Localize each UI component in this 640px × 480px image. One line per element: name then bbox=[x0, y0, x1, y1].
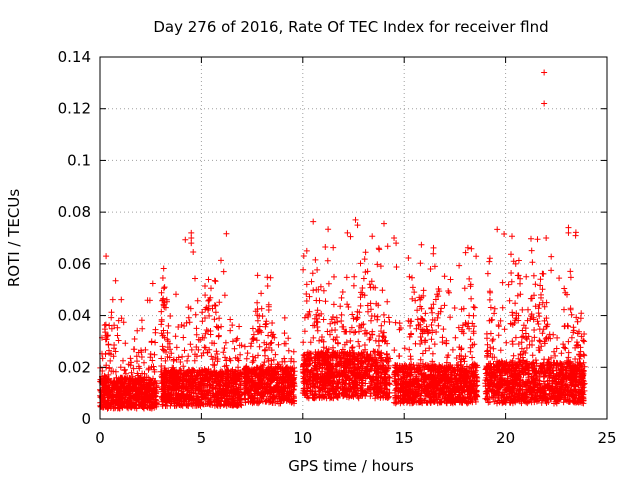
roti-point bbox=[188, 229, 195, 236]
roti-point bbox=[352, 216, 359, 223]
y-tick-label: 0.02 bbox=[58, 358, 91, 376]
roti-point bbox=[427, 266, 434, 273]
y-axis-ticks: 0 0.02 0.04 0.06 0.08 0.1 0.12 0.14 bbox=[58, 48, 607, 428]
roti-point bbox=[512, 260, 519, 267]
y-tick-label: 0.14 bbox=[58, 48, 91, 66]
roti-point bbox=[391, 235, 398, 241]
y-tick-label: 0 bbox=[81, 410, 91, 428]
y-tick-label: 0.06 bbox=[58, 255, 91, 273]
roti-point bbox=[188, 235, 195, 241]
y-tick-label: 0.04 bbox=[58, 307, 91, 325]
x-tick-label: 20 bbox=[496, 429, 515, 447]
x-tick-label: 15 bbox=[395, 429, 414, 447]
x-tick-label: 0 bbox=[95, 429, 105, 447]
plot-frame bbox=[99, 56, 608, 420]
roti-point bbox=[541, 100, 548, 107]
x-tick-label: 5 bbox=[197, 429, 207, 447]
roti-point bbox=[354, 222, 361, 229]
roti-point bbox=[565, 229, 572, 236]
data-points bbox=[97, 69, 588, 412]
roti-point bbox=[543, 235, 550, 241]
x-tick-label: 25 bbox=[597, 429, 616, 447]
x-tick-label: 10 bbox=[293, 429, 312, 447]
roti-point bbox=[541, 69, 548, 76]
y-axis-label: ROTI / TECUs bbox=[5, 189, 23, 287]
roti-point bbox=[393, 240, 400, 247]
roti-point bbox=[103, 253, 110, 260]
y-tick-label: 0.1 bbox=[67, 151, 91, 169]
x-axis-ticks: 0 5 10 15 20 25 bbox=[95, 57, 617, 447]
chart-title: Day 276 of 2016, Rate Of TEC Index for r… bbox=[153, 18, 548, 36]
x-axis-label: GPS time / hours bbox=[288, 457, 414, 475]
roti-point bbox=[344, 229, 351, 236]
roti-point bbox=[220, 268, 227, 275]
roti-point bbox=[188, 240, 195, 247]
roti-point-cloud bbox=[97, 218, 588, 412]
roti-point bbox=[565, 224, 572, 231]
grid-lines bbox=[100, 57, 607, 419]
y-tick-label: 0.12 bbox=[58, 100, 91, 118]
y-tick-label: 0.08 bbox=[58, 203, 91, 221]
